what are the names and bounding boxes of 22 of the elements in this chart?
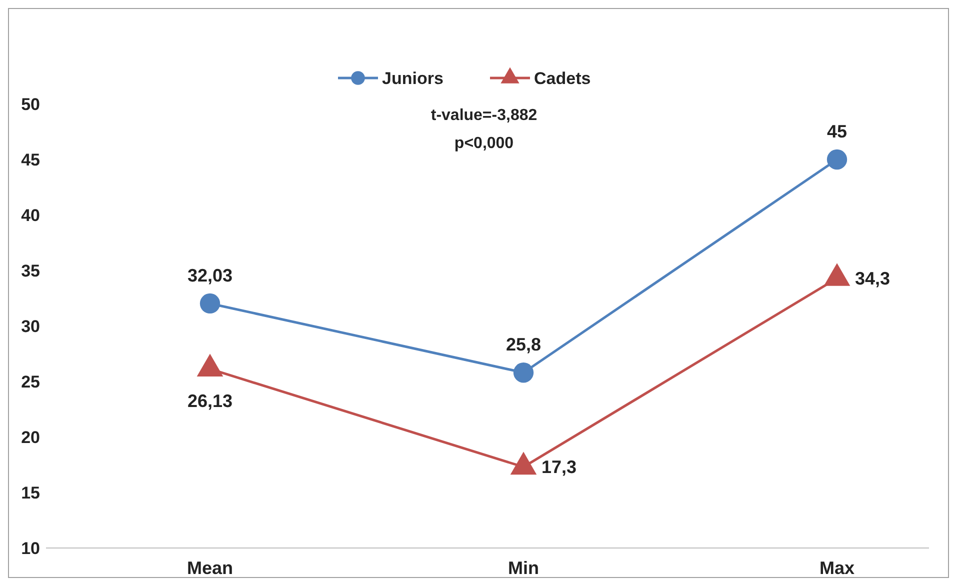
y-tick-label: 50 — [21, 95, 40, 114]
annotation: p<0,000 — [454, 135, 514, 152]
data-label: 32,03 — [187, 265, 233, 286]
y-tick-label: 35 — [21, 262, 40, 280]
x-tick-label: Max — [819, 558, 855, 578]
data-label: 17,3 — [542, 456, 577, 477]
legend-label: Juniors — [382, 69, 444, 88]
data-label: 26,13 — [187, 390, 233, 411]
data-label: 25,8 — [506, 334, 542, 355]
y-tick-label: 30 — [21, 317, 40, 336]
x-tick-label: Min — [508, 558, 539, 578]
y-tick-label: 40 — [21, 206, 40, 225]
y-tick-label: 20 — [21, 428, 40, 447]
x-tick-label: Mean — [186, 558, 234, 578]
y-tick-label: 45 — [21, 150, 40, 170]
y-tick-label: 15 — [21, 484, 40, 502]
annotation: t-value=-3,882 — [430, 107, 538, 124]
legend-label: Cadets — [534, 69, 591, 88]
y-tick-label: 10 — [21, 539, 40, 558]
data-label: 45 — [826, 122, 848, 142]
y-tick-label: 25 — [21, 372, 40, 392]
data-label: 34,3 — [855, 268, 890, 288]
